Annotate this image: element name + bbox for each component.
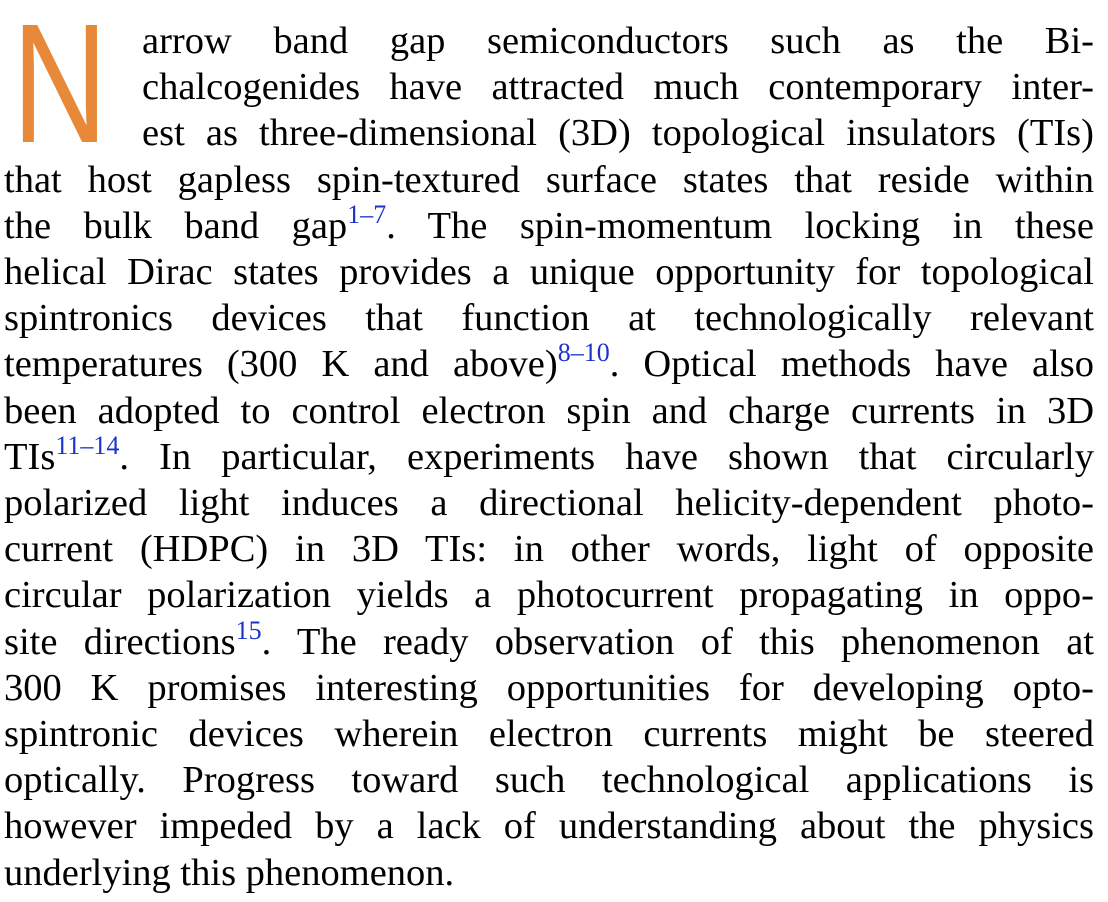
paragraph-line: 300 K promises interesting opportunities… (4, 666, 1094, 709)
paragraph-line: circular polarization yields a photocurr… (4, 574, 1094, 617)
paragraph-line: arrow band gap semiconductors such as th… (142, 20, 1094, 62)
paragraph-line: spintronics devices that function at tec… (4, 297, 1094, 340)
paragraph-line: however impeded by a lack of understandi… (4, 805, 1094, 848)
paragraph-lines: arrow band gap semiconductors such as th… (4, 18, 1094, 896)
paragraph-line: spintronic devices wherein electron curr… (4, 713, 1094, 756)
paragraph-line: site directions15. The ready observation… (4, 615, 1094, 663)
reference-link[interactable]: 15 (235, 615, 262, 645)
paragraph-line: chalcogenides have attracted much contem… (142, 66, 1094, 109)
paragraph-line: underlying this phenomenon. (4, 851, 455, 894)
reference-link[interactable]: 8–10 (557, 338, 610, 368)
article-body: N arrow band gap semiconductors such as … (4, 0, 1094, 896)
paragraph-line: been adopted to control electron spin an… (4, 389, 1094, 432)
intro-paragraph: N arrow band gap semiconductors such as … (4, 0, 1094, 896)
paragraph-line: optically. Progress toward such technolo… (4, 759, 1094, 802)
paragraph-line: the bulk band gap1–7. The spin-momentum … (4, 199, 1094, 247)
paragraph-line: helical Dirac states provides a unique o… (4, 251, 1094, 294)
drop-cap: N (12, 0, 108, 179)
paragraph-line: TIs11–14. In particular, experiments hav… (4, 430, 1094, 478)
paragraph-line: est as three-dimensional (3D) topologica… (142, 112, 1094, 155)
paragraph-line: that host gapless spin-textured surface … (4, 158, 1094, 201)
reference-link[interactable]: 11–14 (55, 430, 120, 460)
reference-link[interactable]: 1–7 (347, 199, 387, 229)
paragraph-line: temperatures (300 K and above)8–10. Opti… (4, 338, 1095, 386)
paragraph-line: polarized light induces a directional he… (4, 482, 1094, 525)
paragraph-line: current (HDPC) in 3D TIs: in other words… (4, 528, 1094, 571)
